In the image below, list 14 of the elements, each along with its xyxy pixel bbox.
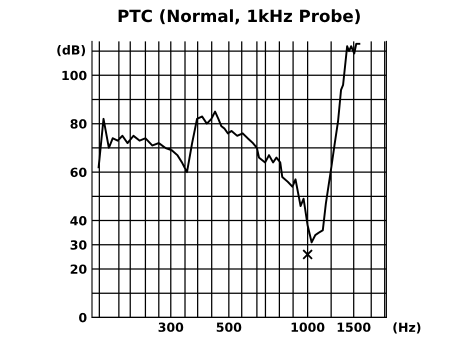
y-tick-label: 0 <box>79 312 87 322</box>
y-tick-label: 80 <box>70 119 87 129</box>
y-tick-label: 60 <box>70 168 87 178</box>
y-axis-title: (dB) <box>57 45 86 56</box>
x-tick-label: 1500 <box>338 322 370 332</box>
x-tick-label: 500 <box>216 322 242 332</box>
y-tick-label: 100 <box>62 70 87 80</box>
x-axis-title: (Hz) <box>393 322 420 334</box>
y-tick-label: 40 <box>70 216 87 226</box>
y-tick-label: 30 <box>70 240 87 250</box>
x-tick-label: 300 <box>158 322 184 332</box>
y-tick-label: 20 <box>70 264 87 274</box>
x-tick-label: 1000 <box>292 322 324 332</box>
chart-title: PTC (Normal, 1kHz Probe) <box>118 9 360 24</box>
